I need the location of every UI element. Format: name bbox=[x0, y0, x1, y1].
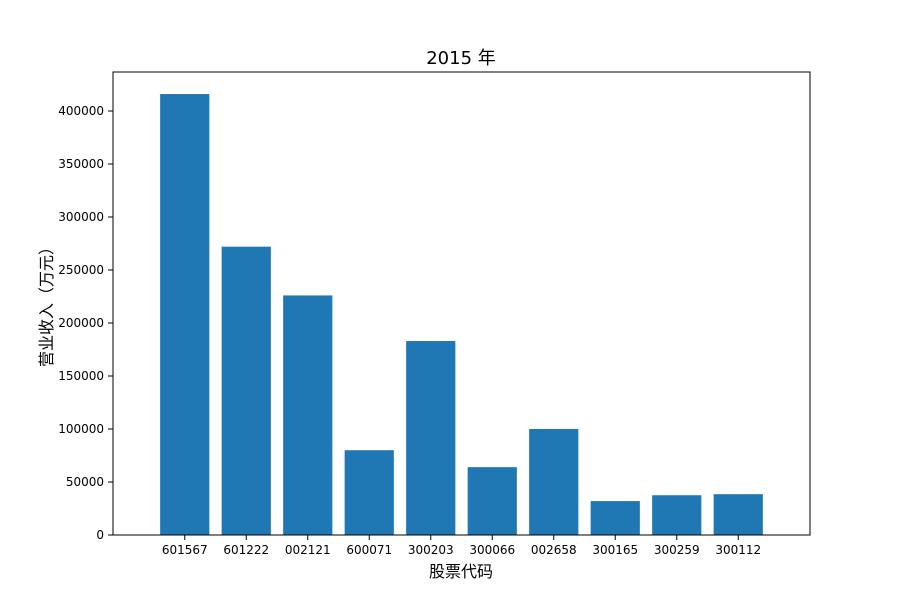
chart-title: 2015 年 bbox=[426, 48, 496, 69]
x-tick-label: 300112 bbox=[715, 543, 761, 557]
bar-002658 bbox=[529, 429, 579, 535]
bar-601222 bbox=[221, 246, 271, 535]
plot-frame bbox=[112, 71, 811, 536]
bar-600071 bbox=[344, 450, 394, 535]
y-tick-label: 400000 bbox=[58, 104, 104, 118]
x-tick-label: 002658 bbox=[531, 543, 577, 557]
y-axis-title: 营业收入（万元） bbox=[37, 239, 56, 367]
bar-601567 bbox=[160, 94, 210, 536]
y-tick-label: 200000 bbox=[58, 316, 104, 330]
y-axis: 0 50000 100000 150000 200000 250000 300000 3500… bbox=[58, 104, 113, 542]
x-tick-label: 300165 bbox=[592, 543, 638, 557]
x-tick-label: 601222 bbox=[223, 543, 269, 557]
y-tick-label: 150000 bbox=[58, 369, 104, 383]
bar-002121 bbox=[283, 295, 333, 535]
bars-group bbox=[160, 94, 763, 536]
x-axis: 601567 601222 002121 600071 300203 300066 0026… bbox=[162, 535, 761, 557]
bar-300203 bbox=[406, 341, 456, 535]
y-tick-label: 50000 bbox=[66, 475, 104, 489]
x-tick-label: 300203 bbox=[408, 543, 454, 557]
x-axis-title: 股票代码 bbox=[429, 562, 493, 581]
x-tick-label: 300259 bbox=[654, 543, 700, 557]
y-tick-label: 0 bbox=[96, 528, 104, 542]
bar-300112 bbox=[713, 494, 763, 535]
y-tick-label: 100000 bbox=[58, 422, 104, 436]
x-tick-label: 600071 bbox=[346, 543, 392, 557]
y-tick-label: 350000 bbox=[58, 157, 104, 171]
bar-300259 bbox=[652, 495, 702, 535]
x-tick-label: 002121 bbox=[285, 543, 331, 557]
x-tick-label: 601567 bbox=[162, 543, 208, 557]
bar-300165 bbox=[590, 501, 640, 535]
bar-300066 bbox=[467, 467, 517, 535]
y-tick-label: 250000 bbox=[58, 263, 104, 277]
x-tick-label: 300066 bbox=[469, 543, 515, 557]
y-tick-label: 300000 bbox=[58, 210, 104, 224]
